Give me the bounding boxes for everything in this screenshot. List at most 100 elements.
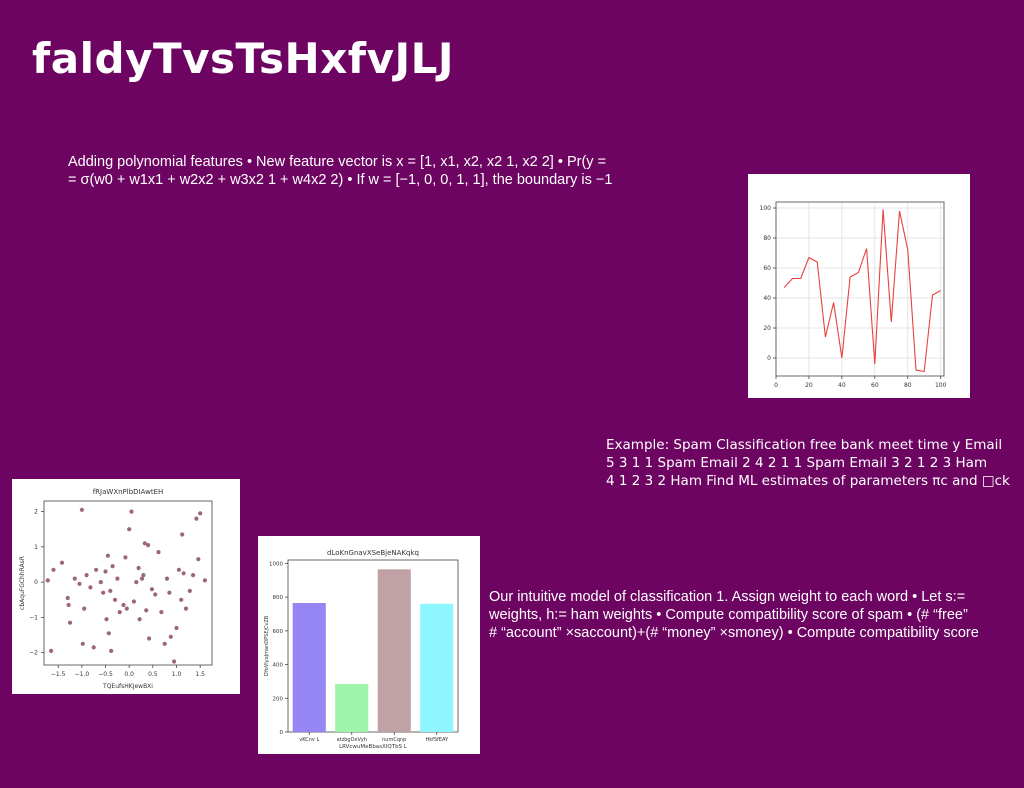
scatter-point bbox=[147, 636, 152, 641]
bar-chart-card: dLoKnGnavXSeBjeNAKqkq 0 200 400 600 800 1000 vK… bbox=[258, 536, 480, 754]
scatter-point bbox=[146, 543, 151, 548]
x-tick-label: numCqnp bbox=[382, 737, 406, 743]
scatter-point bbox=[123, 555, 128, 560]
text-line: = σ(w0 + w1x1 + w2x2 + w3x2 1 + w4x2 2) … bbox=[68, 172, 613, 188]
x-tick-label: 20 bbox=[805, 382, 813, 389]
scatter-point bbox=[127, 527, 132, 532]
y-tick-label: 1000 bbox=[269, 561, 283, 567]
x-tick-label: vKCnv L bbox=[299, 737, 319, 743]
scatter-point bbox=[49, 648, 54, 653]
bar bbox=[420, 603, 454, 732]
scatter-point bbox=[103, 569, 108, 574]
scatter-point bbox=[141, 573, 146, 578]
x-tick-label: 0.5 bbox=[148, 671, 158, 678]
scatter-point bbox=[82, 606, 87, 611]
scatter-point bbox=[67, 620, 73, 625]
y-tick-label: 800 bbox=[273, 595, 284, 601]
scatter-point bbox=[84, 573, 89, 578]
scatter-point bbox=[121, 602, 126, 608]
scatter-point bbox=[101, 590, 106, 595]
x-tick-label: 1.0 bbox=[172, 671, 182, 678]
scatter-point bbox=[181, 571, 186, 576]
scatter-point bbox=[139, 576, 145, 581]
scatter-point bbox=[65, 595, 70, 601]
plot-frame bbox=[287, 559, 459, 733]
x-tick-label: 80 bbox=[904, 382, 912, 389]
x-tick-label: 0.0 bbox=[124, 671, 134, 678]
scatter-point bbox=[136, 565, 141, 571]
scatter-chart-card: fRJaWXnPlbDIAwtEH −1.5 −1.0 −0.5 0.0 0.5 1.0 1.… bbox=[12, 479, 240, 694]
scatter-point bbox=[45, 578, 50, 583]
y-tick-label: 100 bbox=[760, 205, 772, 212]
scatter-point bbox=[109, 648, 114, 653]
scatter-point bbox=[108, 588, 113, 593]
scatter-point bbox=[137, 617, 142, 622]
y-tick-label: 600 bbox=[273, 629, 284, 635]
y-tick-label: 200 bbox=[273, 696, 284, 702]
scatter-point bbox=[196, 557, 201, 562]
bar bbox=[335, 683, 369, 732]
scatter-point bbox=[191, 573, 196, 578]
y-tick-label: 0 bbox=[34, 579, 38, 586]
x-tick-label: 1.5 bbox=[195, 671, 205, 678]
scatter-point bbox=[88, 585, 93, 590]
y-tick-label: 80 bbox=[763, 235, 771, 242]
text-line: 5 3 1 1 Spam Email 2 4 2 1 1 Spam Email … bbox=[606, 455, 988, 471]
scatter-point bbox=[187, 588, 192, 593]
chart-title: fRJaWXnPlbDIAwtEH bbox=[93, 488, 164, 496]
bar bbox=[377, 569, 411, 732]
y-tick-label: 1 bbox=[34, 544, 38, 551]
bar bbox=[292, 603, 326, 732]
y-tick-label: 20 bbox=[763, 325, 771, 332]
scatter-point bbox=[72, 576, 77, 581]
series-line bbox=[783, 209, 941, 373]
text-line: Our intuitive model of classification 1.… bbox=[489, 589, 966, 605]
scatter-point bbox=[149, 587, 154, 592]
text-line: Example: Spam Classification free bank m… bbox=[606, 437, 1003, 453]
scatter-point bbox=[112, 597, 118, 602]
slide-title: faldyTvsTsHxfvJLJ bbox=[32, 34, 454, 83]
scatter-point bbox=[115, 576, 120, 581]
scatter-point bbox=[98, 580, 103, 585]
bar-chart: dLoKnGnavXSeBjeNAKqkq 0 200 400 600 800 1000 vK… bbox=[264, 549, 459, 750]
scatter-point bbox=[194, 516, 199, 521]
chart-title: dLoKnGnavXSeBjeNAKqkq bbox=[327, 549, 419, 557]
scatter-point bbox=[66, 602, 71, 608]
scatter-point bbox=[77, 581, 82, 586]
polynomial-features-text: Adding polynomial features • New feature… bbox=[68, 153, 668, 189]
scatter-point bbox=[59, 560, 65, 565]
y-tick-label: −2 bbox=[29, 650, 38, 657]
y-tick-label: −1 bbox=[29, 614, 38, 621]
scatter-point bbox=[105, 553, 110, 558]
scatter-point bbox=[124, 606, 129, 611]
scatter-point bbox=[198, 511, 203, 516]
scatter-point bbox=[167, 590, 172, 595]
scatter-point bbox=[172, 659, 177, 664]
plot-frame bbox=[43, 500, 213, 666]
text-line: Adding polynomial features • New feature… bbox=[68, 154, 607, 170]
scatter-point bbox=[168, 634, 173, 639]
y-axis-label: DYoVlyoJmanDPSEjCvZB bbox=[264, 615, 270, 676]
scatter-point bbox=[144, 608, 149, 613]
y-axis-label: cbAquFGChhRAsR bbox=[19, 556, 26, 610]
spam-example-text: Example: Spam Classification free bank m… bbox=[606, 436, 1024, 490]
scatter-point bbox=[106, 631, 111, 636]
scatter-chart: fRJaWXnPlbDIAwtEH −1.5 −1.0 −0.5 0.0 0.5 1.0 1.… bbox=[19, 488, 213, 690]
x-axis-label: TQEufsHKJewBXi bbox=[102, 683, 153, 690]
scatter-point bbox=[202, 578, 207, 583]
text-line: 4 1 2 3 2 Ham Find ML estimates of param… bbox=[606, 473, 1010, 489]
x-tick-label: 60 bbox=[871, 382, 879, 389]
scatter-point bbox=[162, 641, 167, 646]
scatter-point bbox=[80, 641, 85, 646]
scatter-point bbox=[117, 610, 122, 615]
x-tick-label: −1.5 bbox=[51, 671, 66, 678]
y-tick-label: 400 bbox=[273, 663, 284, 669]
line-chart-card: 0 20 40 60 80 100 0 20 40 60 80 100 bbox=[748, 174, 970, 398]
x-tick-label: HkfSfEAY bbox=[425, 737, 449, 743]
x-tick-label: 0 bbox=[774, 382, 778, 389]
scatter-point bbox=[110, 564, 115, 569]
y-tick-label: 0 bbox=[280, 730, 284, 736]
scatter-point bbox=[131, 599, 136, 604]
scatter-point bbox=[91, 645, 96, 650]
scatter-point bbox=[159, 610, 164, 615]
